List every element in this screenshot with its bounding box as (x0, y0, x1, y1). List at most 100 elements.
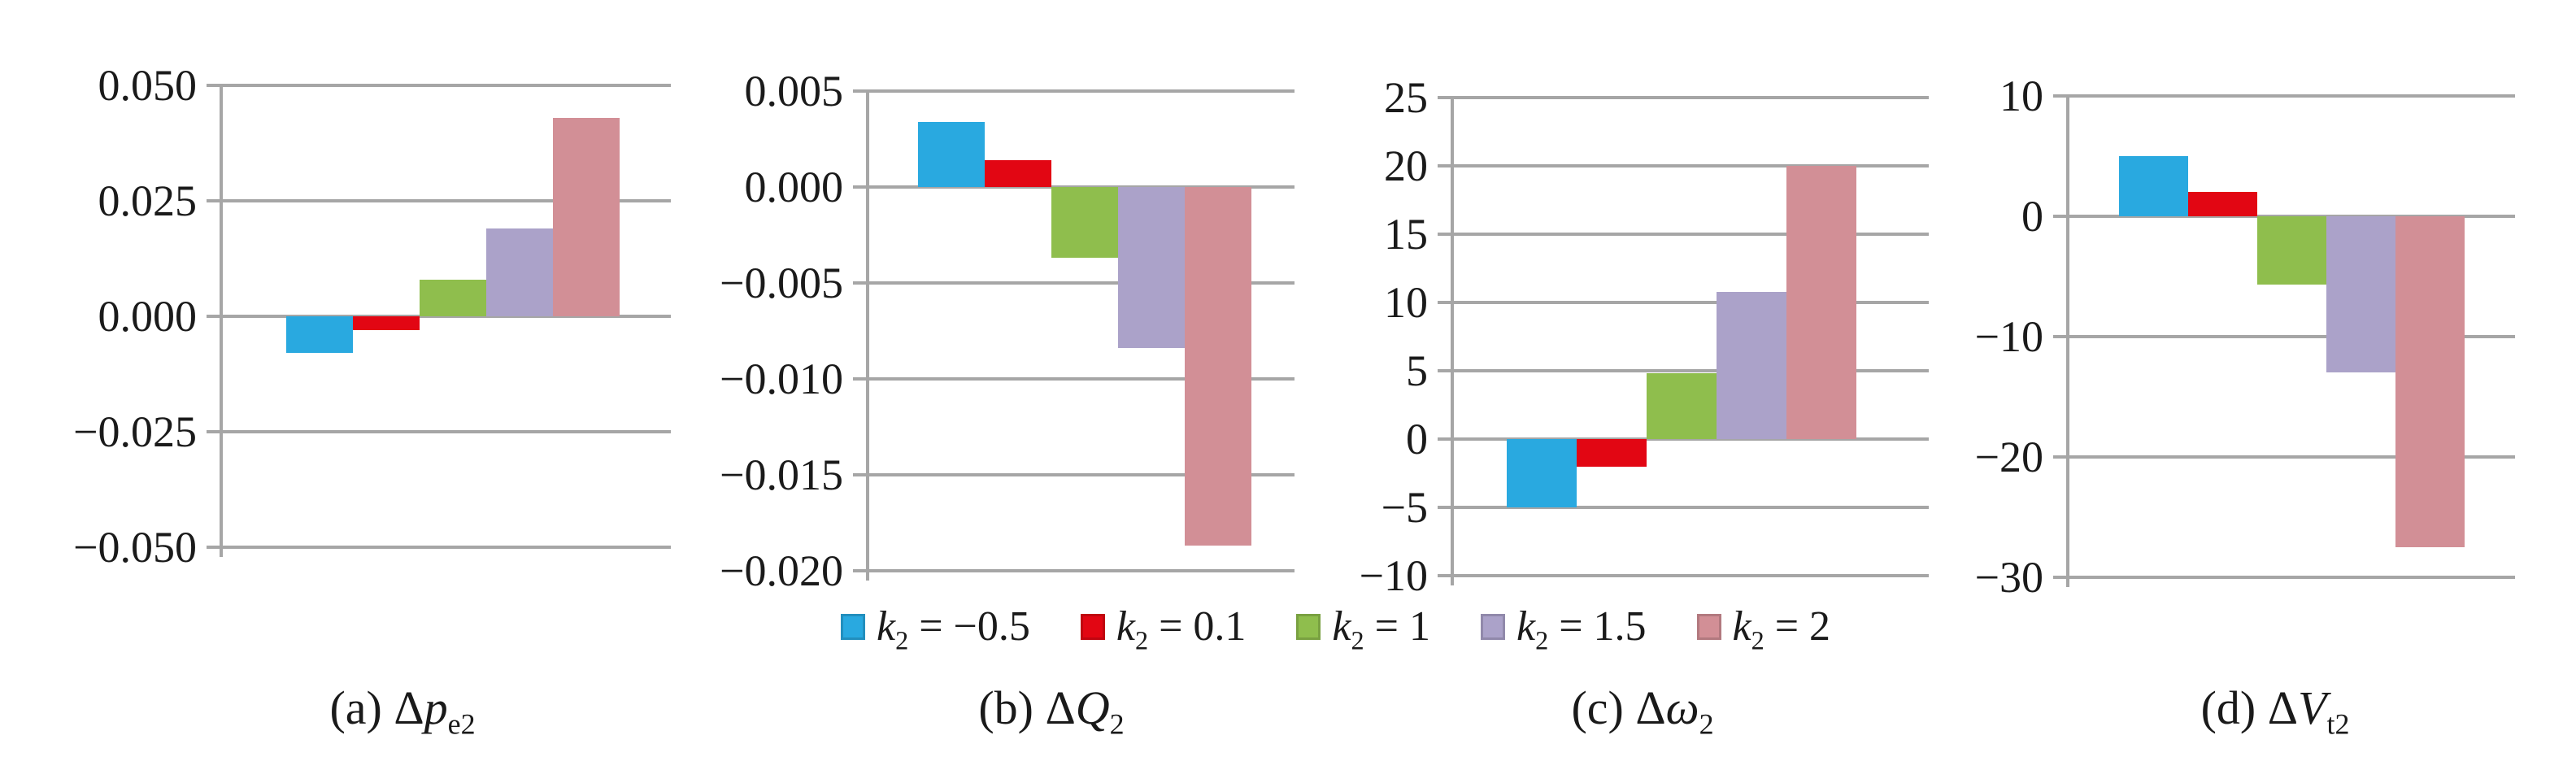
caption-variable-3: V (2298, 681, 2327, 734)
y-tick-mark-d-2 (2053, 335, 2068, 338)
legend-value-1: = 0.1 (1148, 603, 1247, 650)
legend-var-4: k (1732, 603, 1751, 650)
gridline-b-5 (868, 569, 1295, 572)
y-tick-label-a-2: 0.000 (98, 292, 198, 341)
y-tick-mark-a-2 (207, 315, 221, 318)
gridline-d-4 (2068, 576, 2515, 579)
bar-d-series1 (2188, 192, 2257, 216)
y-tick-mark-b-4 (853, 473, 868, 476)
legend-item-4: k2 = 2 (1696, 603, 1831, 654)
y-axis-line-d (2066, 94, 2069, 587)
gridline-b-4 (868, 473, 1295, 476)
chart-legend: k2 = −0.5 k2 = 0.1 k2 = 1 k2 = 1.5 k2 = 2 (841, 603, 1831, 654)
legend-var-2: k (1332, 603, 1351, 650)
legend-sub-3: 2 (1535, 625, 1549, 655)
bar-a-series0 (286, 316, 353, 354)
y-tick-label-d-2: −10 (1974, 312, 2043, 361)
y-tick-mark-c-3 (1438, 301, 1452, 304)
y-axis-line-a (220, 84, 223, 557)
legend-value-0: = −0.5 (908, 603, 1030, 650)
y-tick-label-b-3: −0.010 (720, 355, 843, 403)
caption-variable-2: ω (1665, 681, 1699, 734)
y-axis-line-c (1451, 96, 1454, 585)
caption-subscript-0: e2 (447, 707, 476, 741)
bar-c-series1 (1577, 439, 1647, 467)
bar-a-series4 (553, 117, 620, 316)
y-tick-mark-a-0 (207, 84, 221, 87)
bar-a-series1 (353, 316, 420, 330)
y-tick-mark-c-0 (1438, 96, 1452, 99)
gridline-a-1 (221, 199, 671, 202)
legend-label-2: k2 = 1 (1332, 603, 1430, 654)
gridline-a-2 (221, 315, 671, 318)
bar-b-series3 (1118, 187, 1185, 349)
legend-label-4: k2 = 2 (1732, 603, 1831, 654)
bar-d-series3 (2326, 216, 2395, 373)
legend-item-0: k2 = −0.5 (841, 603, 1030, 654)
y-tick-mark-a-1 (207, 199, 221, 202)
y-tick-label-c-7: −10 (1359, 551, 1428, 600)
y-tick-mark-d-4 (2053, 576, 2068, 579)
legend-var-3: k (1516, 603, 1536, 650)
legend-item-1: k2 = 0.1 (1080, 603, 1247, 654)
gridline-c-4 (1452, 369, 1929, 372)
y-tick-label-a-3: −0.025 (73, 407, 197, 456)
bar-b-series4 (1185, 187, 1251, 546)
bar-c-series3 (1717, 291, 1786, 439)
legend-sub-1: 2 (1134, 625, 1149, 655)
legend-var-0: k (877, 603, 896, 650)
y-tick-label-c-0: 25 (1384, 73, 1428, 122)
gridline-b-2 (868, 281, 1295, 285)
legend-sub-0: 2 (895, 625, 909, 655)
gridline-d-0 (2068, 94, 2515, 98)
y-tick-mark-b-0 (853, 89, 868, 93)
gridline-c-3 (1452, 301, 1929, 304)
y-tick-mark-b-1 (853, 185, 868, 189)
bar-d-series2 (2257, 216, 2326, 285)
bar-a-series3 (486, 228, 553, 316)
legend-swatch-4 (1696, 613, 1721, 640)
y-tick-mark-c-7 (1438, 574, 1452, 577)
legend-sub-2: 2 (1351, 625, 1364, 655)
gridline-c-2 (1452, 233, 1929, 236)
y-tick-mark-c-1 (1438, 164, 1452, 167)
gridline-a-4 (221, 546, 671, 549)
y-tick-mark-b-2 (853, 281, 868, 285)
gridline-d-3 (2068, 455, 2515, 459)
legend-item-3: k2 = 1.5 (1480, 603, 1647, 654)
gridline-c-0 (1452, 96, 1929, 99)
legend-sub-4: 2 (1751, 625, 1764, 655)
y-tick-label-b-5: −0.020 (720, 546, 843, 595)
y-tick-label-c-2: 15 (1384, 210, 1428, 259)
caption-delta-3: Δ (2267, 681, 2299, 734)
caption-subscript-2: 2 (1699, 707, 1714, 741)
y-tick-mark-c-6 (1438, 506, 1452, 509)
gridline-b-3 (868, 377, 1295, 381)
legend-value-2: = 1 (1364, 603, 1430, 650)
y-tick-label-c-3: 10 (1384, 278, 1428, 327)
y-tick-label-c-1: 20 (1384, 141, 1428, 190)
bar-b-series1 (985, 160, 1051, 187)
caption-variable-1: Q (1075, 681, 1110, 734)
legend-label-1: k2 = 0.1 (1116, 603, 1247, 654)
y-tick-mark-d-0 (2053, 94, 2068, 98)
y-tick-label-d-3: −20 (1974, 433, 2043, 481)
bar-c-series0 (1507, 439, 1577, 507)
y-tick-label-d-0: 10 (1999, 72, 2043, 120)
bar-d-series4 (2395, 216, 2465, 547)
legend-label-3: k2 = 1.5 (1516, 603, 1647, 654)
caption-prefix-2: (c) (1571, 681, 1636, 734)
legend-value-3: = 1.5 (1548, 603, 1647, 650)
caption-prefix-0: (a) (329, 681, 394, 734)
y-tick-mark-a-4 (207, 546, 221, 549)
y-tick-mark-d-3 (2053, 455, 2068, 459)
y-tick-mark-d-1 (2053, 215, 2068, 218)
bar-c-series2 (1647, 373, 1717, 439)
caption-d: (d) ΔVt2 (2023, 676, 2527, 741)
y-tick-label-d-4: −30 (1974, 553, 2043, 602)
bar-b-series0 (918, 121, 985, 187)
y-tick-label-c-5: 0 (1406, 415, 1428, 463)
caption-prefix-3: (d) (2200, 681, 2268, 734)
